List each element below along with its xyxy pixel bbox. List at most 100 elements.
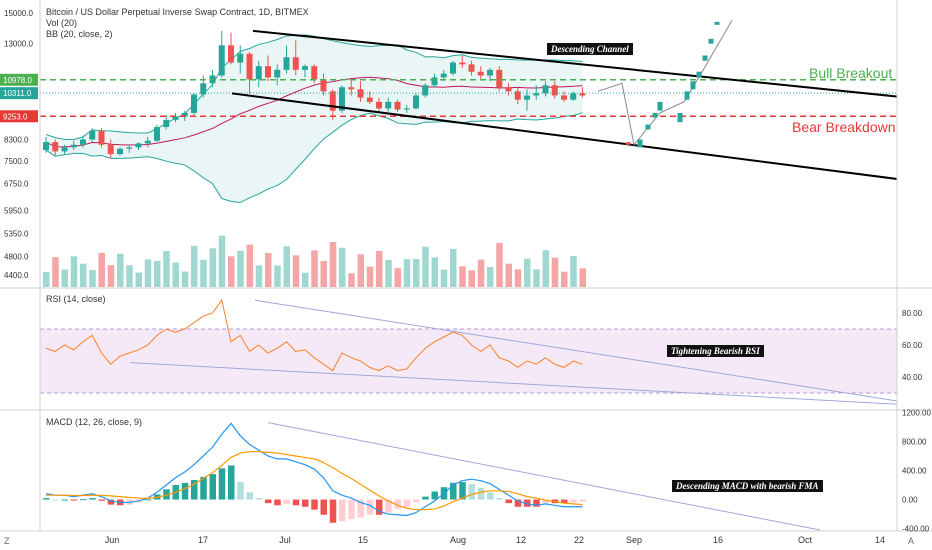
x-tick-label: 15 [358,535,368,545]
volume-bar [209,248,216,287]
volume-bar [450,249,457,287]
volume-bar [181,271,189,287]
candle-body [126,147,133,149]
price-tick-label: 5950.0 [4,207,29,216]
volume-bar [477,259,485,287]
volume-bar [487,267,494,287]
volume-bar [283,246,290,287]
price-tag [0,87,38,100]
volume-bar [302,272,309,287]
macd-histogram-bar [366,499,374,515]
channel-lower-line [231,92,898,180]
volume-bar [70,256,78,287]
volume-bar [329,242,337,287]
candle-body [163,119,170,128]
bull-breakout-label: Bull Breakout [809,65,893,81]
macd-histogram-bar [61,499,68,501]
macd-histogram-bar [80,499,87,501]
macd-histogram-bar [561,499,568,504]
macd-histogram-bar [524,499,531,507]
candle-body [468,64,475,72]
macd-histogram-bar [514,499,522,507]
projected-candle [708,38,714,44]
rsi-callout: Tightening Bearish RSI [667,345,764,357]
macd-histogram-bar [144,499,152,501]
candle-body [348,87,355,90]
price-pane[interactable] [40,20,898,287]
price-tag-text: 10978.0 [3,76,32,85]
x-tick-label: Sep [626,535,642,545]
volume-bar [551,257,559,287]
macd-histogram-bar [52,499,59,501]
projected-candle [652,112,658,118]
price-tag-text: 9253.0 [3,112,28,121]
volume-bar [52,257,59,287]
x-tick-label: Jul [279,535,291,545]
volume-bar [561,271,568,287]
macd-histogram-bar [376,499,383,515]
rsi-pane[interactable] [40,299,898,405]
candle-body [144,140,151,144]
volume-bar [542,250,549,287]
macd-pane[interactable] [43,422,821,531]
candle-body [218,45,225,76]
rsi-descending-trendline [254,299,898,402]
volume-bar [144,259,152,287]
x-tick-label: Jun [105,535,120,545]
candle-body [292,57,299,70]
rsi-tick-label: 40.00 [902,373,923,382]
candle-body [135,143,142,148]
candle-body [70,144,77,148]
volume-bar [89,270,96,287]
candle-body [357,89,364,98]
macd-histogram-bar [218,468,226,500]
volume-bar [126,265,133,287]
macd-histogram-bar [496,498,503,500]
volume-bar [505,263,512,287]
volume-bar [385,260,392,287]
macd-signal-line [46,451,583,511]
macd-histogram-bar [209,474,216,500]
macd-histogram-bar [357,499,364,518]
macd-tick-label: 400.00 [902,467,927,476]
bollinger-band-fill [46,34,583,203]
volume-bar [246,244,253,287]
volume-bar [43,272,50,287]
macd-tick-label: 0.00 [902,496,918,505]
candle-body [43,142,49,151]
volume-bar [524,258,531,287]
candle-body [181,112,188,117]
candle-body [505,87,512,92]
projected-candle [714,21,720,25]
volume-bar [468,270,475,287]
price-tick-label: 15000.0 [4,9,33,18]
macd-tick-label: -400.00 [902,525,930,534]
macd-tick-label: 1200.00 [902,408,931,417]
candle-body [524,95,530,100]
candle-body [61,147,68,152]
volume-bar [514,269,522,287]
price-tick-label: 6750.0 [4,180,29,189]
candle-body [200,83,207,95]
macd-histogram-bar [246,492,253,500]
macd-histogram-bar [228,465,235,500]
zoom-reset-icon[interactable]: Z [4,536,10,546]
volume-bar [61,269,68,287]
volume-bar [228,256,235,287]
candle-body [440,73,447,78]
candle-body [570,93,577,100]
volume-bar [218,235,226,287]
candle-body [89,130,96,140]
macd-histogram-bar [533,499,540,507]
volume-bar [579,268,586,287]
candle-body [533,93,540,96]
macd-histogram-bar [348,499,355,520]
auto-scale-icon[interactable]: A [908,536,915,546]
projected-candle [684,91,690,100]
projected-candle [696,71,702,78]
volume-bar [107,265,115,287]
price-tick-label: 7500.0 [4,157,29,166]
volume-bar [348,273,355,287]
projected-candle [645,124,651,130]
